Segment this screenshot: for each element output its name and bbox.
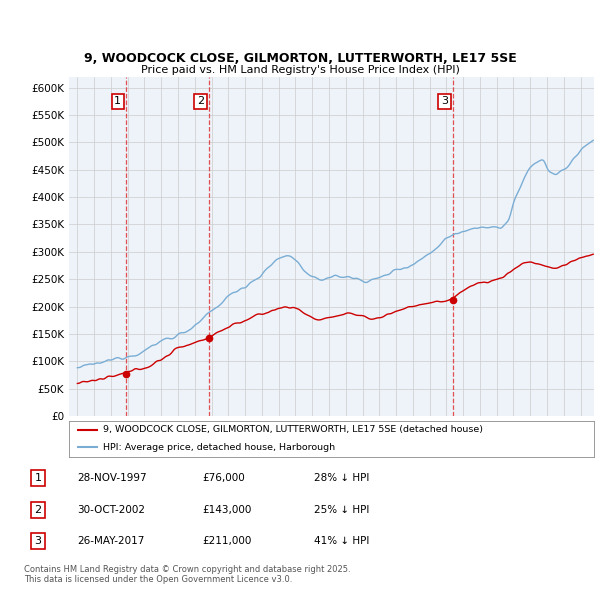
Text: 30-OCT-2002: 30-OCT-2002 (77, 505, 145, 514)
Text: Contains HM Land Registry data © Crown copyright and database right 2025.
This d: Contains HM Land Registry data © Crown c… (24, 565, 350, 584)
Text: 1: 1 (34, 473, 41, 483)
Text: 9, WOODCOCK CLOSE, GILMORTON, LUTTERWORTH, LE17 5SE (detached house): 9, WOODCOCK CLOSE, GILMORTON, LUTTERWORT… (103, 425, 483, 434)
Text: £76,000: £76,000 (203, 473, 245, 483)
Text: 41% ↓ HPI: 41% ↓ HPI (314, 536, 370, 546)
Text: 25% ↓ HPI: 25% ↓ HPI (314, 505, 370, 514)
Text: 1: 1 (115, 96, 121, 106)
Text: 26-MAY-2017: 26-MAY-2017 (77, 536, 145, 546)
Text: 9, WOODCOCK CLOSE, GILMORTON, LUTTERWORTH, LE17 5SE: 9, WOODCOCK CLOSE, GILMORTON, LUTTERWORT… (83, 53, 517, 65)
Text: HPI: Average price, detached house, Harborough: HPI: Average price, detached house, Harb… (103, 442, 335, 451)
Text: £143,000: £143,000 (203, 505, 252, 514)
Text: 3: 3 (441, 96, 448, 106)
Text: 28-NOV-1997: 28-NOV-1997 (77, 473, 146, 483)
Text: £211,000: £211,000 (203, 536, 252, 546)
Text: Price paid vs. HM Land Registry's House Price Index (HPI): Price paid vs. HM Land Registry's House … (140, 65, 460, 74)
Text: 2: 2 (197, 96, 204, 106)
Text: 28% ↓ HPI: 28% ↓ HPI (314, 473, 370, 483)
Text: 3: 3 (34, 536, 41, 546)
Text: 2: 2 (34, 505, 41, 514)
